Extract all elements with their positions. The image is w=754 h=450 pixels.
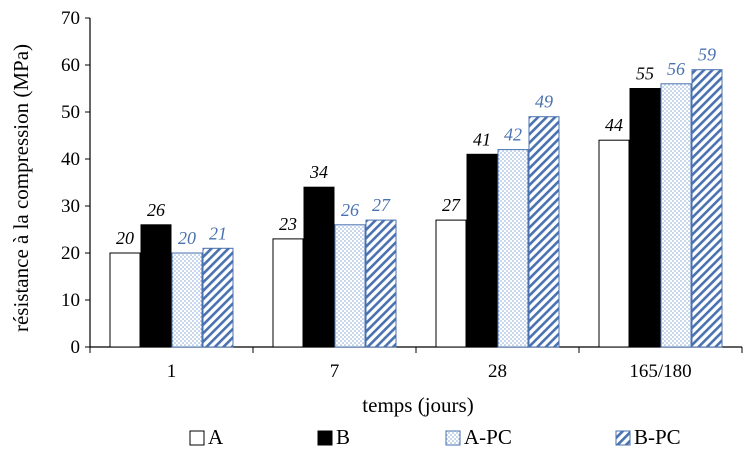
y-tick-label: 30 [61,196,80,217]
y-tick-label: 0 [71,337,81,358]
data-label: 44 [605,115,623,135]
y-tick-label: 40 [61,149,80,170]
legend-swatch-b [317,430,333,446]
legend-label: A-PC [464,425,512,449]
bar-b [140,224,172,348]
data-label: 27 [372,195,391,215]
bar-b-pc [528,116,560,348]
x-tick-label: 28 [488,361,507,382]
data-label: 26 [147,200,165,220]
data-label: 20 [178,228,196,248]
data-label: 26 [341,200,359,220]
bar-b-pc [691,69,723,348]
legend-label: A [208,425,224,449]
bar-a [598,139,630,348]
y-tick-label: 60 [61,55,80,76]
data-label: 42 [504,125,522,145]
legend-label: B-PC [634,425,681,449]
bar-a [272,238,304,348]
legend-label: B [336,425,350,449]
legend-swatch-a [189,430,205,446]
data-label: 56 [667,59,685,79]
data-label: 27 [442,195,461,215]
legend-swatch-a-pc [445,430,461,446]
data-label: 20 [116,228,134,248]
y-tick-label: 20 [61,243,80,264]
bar-a [109,252,141,348]
data-label: 23 [279,214,297,234]
bar-b [466,153,498,348]
y-tick-label: 10 [61,290,80,311]
bar-b-pc [365,219,397,348]
y-axis-title: résistance à la compression (MPa) [9,44,33,332]
data-label: 21 [209,223,227,243]
data-label: 59 [698,45,716,65]
y-tick-label: 50 [61,102,80,123]
bar-a [435,219,467,348]
legend: A B A-PC B-PC [189,425,681,449]
legend-swatch-b-pc [615,430,631,446]
data-label: 41 [473,129,491,149]
y-tick-label: 70 [61,8,80,29]
bar-a-pc [171,252,203,348]
x-tick-label: 165/180 [629,361,691,382]
bar-b [629,88,661,348]
data-label: 34 [309,162,328,182]
x-tick-label: 1 [167,361,177,382]
bar-a-pc [497,149,529,348]
bar-b-pc [202,247,234,348]
bar-b [303,186,335,348]
x-tick-label: 7 [330,361,340,382]
data-label: 55 [636,64,654,84]
data-label: 49 [535,92,553,112]
x-axis-title: temps (jours) [362,393,473,417]
bar-a-pc [660,83,692,348]
bar-a-pc [334,224,366,348]
